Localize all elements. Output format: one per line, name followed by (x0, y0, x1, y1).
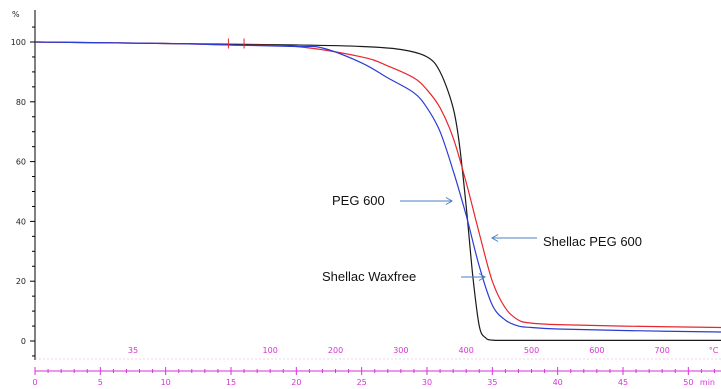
y-tick-label: 100 (11, 38, 26, 47)
temp-tick-label: 400 (459, 346, 474, 355)
temp-tick-label: 500 (524, 346, 539, 355)
markers-layer (227, 38, 245, 49)
temp-tick-label: 100 (263, 346, 278, 355)
time-tick-label: 10 (161, 378, 171, 387)
time-tick-label: 25 (357, 378, 367, 387)
temp-tick-label: 300 (393, 346, 408, 355)
annotation-arrow-head (478, 273, 486, 281)
y-tick-label: 60 (16, 158, 26, 167)
annotation-arrow-head (445, 197, 453, 205)
time-tick-label: 0 (32, 378, 37, 387)
y-tick-label: 80 (16, 98, 26, 107)
time-tick-label: 15 (226, 378, 236, 387)
time-tick-label: 35 (487, 378, 497, 387)
time-tick-label: 45 (618, 378, 628, 387)
series-line-shellac-waxfree (34, 41, 721, 333)
series-layer (34, 41, 721, 342)
annotation-shellac-waxfree: Shellac Waxfree (322, 269, 416, 284)
time-tick-label: 50 (683, 378, 693, 387)
y-tick-label: 40 (16, 217, 26, 226)
y-axis: % 0 20 40 60 80 100 (11, 10, 36, 360)
temp-tick-label: 700 (655, 346, 670, 355)
y-tick-label: 0 (21, 337, 26, 346)
time-axis-unit-label: min (700, 378, 715, 387)
x-axis: 0 5 10 15 20 25 30 35 40 45 50 min (32, 367, 721, 387)
time-tick-label: 5 (98, 378, 103, 387)
series-line-shellac-peg-600 (34, 41, 721, 329)
annotations-layer: PEG 600 Shellac PEG 600 Shellac Waxfree (322, 193, 642, 284)
temperature-axis: 35 100 200 300 400 500 600 700 °C (35, 346, 721, 360)
temp-tick-label: 35 (128, 346, 138, 355)
temp-tick-label: 200 (328, 346, 343, 355)
annotation-shellac-peg-600: Shellac PEG 600 (543, 234, 642, 249)
temp-tick-label: 600 (589, 346, 604, 355)
series-line-peg-600 (34, 41, 721, 342)
annotation-peg-600: PEG 600 (332, 193, 385, 208)
y-axis-unit-label: % (12, 10, 20, 19)
time-tick-label: 40 (553, 378, 563, 387)
time-tick-label: 30 (422, 378, 432, 387)
y-tick-label: 20 (16, 277, 26, 286)
temp-axis-unit-label: °C (709, 346, 719, 355)
time-tick-label: 20 (291, 378, 301, 387)
annotation-arrow-head (491, 234, 499, 242)
